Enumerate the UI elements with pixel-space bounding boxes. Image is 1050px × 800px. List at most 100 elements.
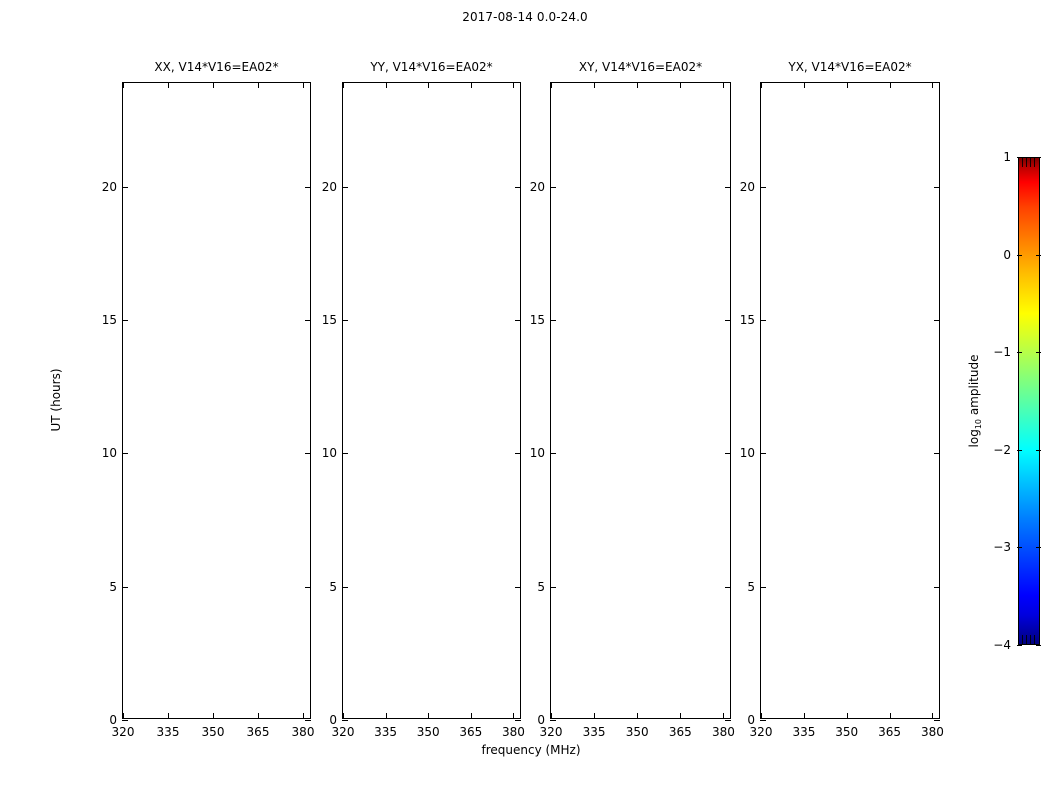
xticklabel-350: 350 — [416, 725, 440, 739]
xticklabel-365: 365 — [246, 725, 270, 739]
ytick-right-15 — [725, 320, 731, 322]
colorbar-tick--2 — [1017, 449, 1022, 451]
colorbar-ticklabel--4: −4 — [993, 638, 1011, 652]
ytick-15 — [760, 320, 766, 322]
yticklabel-0: 0 — [747, 713, 755, 727]
xtick-top-350 — [428, 82, 430, 88]
xtick-top-335 — [168, 82, 169, 88]
colorbar-tick--3 — [1017, 547, 1022, 549]
colorbar-ticklabel-1: 1 — [1003, 150, 1011, 164]
xtick-top-365 — [470, 82, 472, 88]
xtick-top-380 — [513, 82, 515, 88]
ytick-right-20 — [725, 186, 731, 188]
colorbar[interactable]: −4 −3 −2 −1 0 1 — [993, 150, 1041, 652]
ytick-0 — [550, 720, 556, 721]
colorbar-label-prefix: log — [966, 429, 981, 448]
xticklabel-380: 380 — [711, 725, 735, 739]
xtick-top-380 — [932, 82, 934, 88]
xtick-top-320 — [343, 82, 344, 88]
colorbar-tick--1 — [1017, 352, 1022, 354]
xtick-top-350 — [846, 82, 848, 88]
colorbar-ticklabel-0: 0 — [1003, 247, 1011, 262]
yticklabel-5: 5 — [109, 579, 117, 594]
yticklabel-10: 10 — [101, 446, 117, 461]
plot-panel-yy[interactable]: YY, V14*V16=EA02* 0 5 10 15 20 320 335 3… — [322, 60, 525, 739]
ytick-15 — [550, 320, 556, 322]
panel-title-xx: XX, V14*V16=EA02* — [154, 60, 279, 74]
plot-panel-xx[interactable]: XX, V14*V16=EA02* 0 5 10 15 20 320 335 3… — [102, 60, 315, 739]
panel-title-yy: YY, V14*V16=EA02* — [370, 60, 493, 74]
plot-panel-xy[interactable]: XY, V14*V16=EA02* 0 5 10 15 20 320 335 3… — [530, 60, 735, 739]
xtick-320 — [343, 713, 344, 719]
yticklabel-10: 10 — [529, 446, 545, 461]
yticklabel-10: 10 — [321, 446, 337, 461]
colorbar-ticklabel--1: −1 — [993, 345, 1011, 360]
colorbar-label-subscript: 10 — [974, 418, 984, 430]
yticklabel-0: 0 — [329, 713, 337, 727]
ytick-right-0 — [305, 720, 311, 721]
colorbar-tick-0 — [1017, 254, 1022, 256]
ytick-10 — [122, 453, 128, 455]
xtick-365 — [470, 713, 472, 719]
yticklabel-5: 5 — [747, 579, 755, 594]
xtick-380 — [513, 713, 515, 719]
xticklabel-320: 320 — [539, 725, 563, 739]
colorbar-minor-tick — [1034, 158, 1035, 167]
xtick-top-320 — [551, 82, 552, 88]
colorbar-axis-label: log10 amplitude — [967, 355, 983, 448]
ytick-20 — [550, 186, 556, 188]
xtick-365 — [680, 713, 682, 719]
ytick-20 — [122, 186, 128, 188]
yticklabel-10: 10 — [739, 446, 755, 461]
xtick-top-335 — [594, 82, 596, 88]
xticklabel-350: 350 — [835, 725, 859, 739]
xtick-top-380 — [303, 82, 304, 88]
xtick-320 — [761, 713, 762, 719]
colorbar-minor-tick — [1030, 635, 1031, 644]
xticklabel-320: 320 — [749, 725, 773, 739]
colorbar-tick-right--2 — [1036, 449, 1041, 451]
xtick-top-365 — [258, 82, 259, 88]
plot-panel-yx[interactable]: YX, V14*V16=EA02* 0 5 10 15 20 320 335 3… — [740, 60, 944, 739]
ytick-right-5 — [934, 586, 940, 588]
xtick-335 — [594, 713, 596, 719]
yticklabel-20: 20 — [739, 179, 755, 194]
colorbar-minor-tick — [1022, 635, 1023, 644]
yticklabel-15: 15 — [321, 313, 337, 328]
xtick-top-365 — [889, 82, 891, 88]
xtick-365 — [889, 713, 891, 719]
ytick-right-10 — [515, 453, 521, 455]
xticklabel-335: 335 — [374, 725, 398, 739]
ytick-5 — [342, 586, 348, 588]
colorbar-ticklabel--3: −3 — [993, 540, 1011, 555]
y-axis-label: UT (hours) — [49, 368, 63, 432]
colorbar-tick-1 — [1017, 157, 1022, 158]
xtick-top-380 — [723, 82, 725, 88]
xtick-365 — [258, 713, 259, 719]
colorbar-minor-tick — [1026, 635, 1027, 644]
figure-suptitle: 2017-08-14 0.0-24.0 — [462, 10, 588, 24]
colorbar-minor-tick — [1034, 635, 1035, 644]
xticklabel-335: 335 — [582, 725, 606, 739]
xtick-350 — [213, 713, 214, 719]
ytick-15 — [122, 320, 128, 322]
ytick-right-15 — [934, 320, 940, 322]
ytick-right-0 — [515, 720, 521, 721]
xtick-top-335 — [803, 82, 805, 88]
xtick-380 — [932, 713, 934, 719]
ytick-5 — [550, 586, 556, 588]
ytick-right-20 — [934, 186, 940, 188]
panel-title-xy: XY, V14*V16=EA02* — [578, 60, 703, 74]
yticklabel-0: 0 — [109, 713, 117, 727]
xtick-top-350 — [637, 82, 639, 88]
ytick-right-5 — [515, 586, 521, 588]
ytick-0 — [122, 720, 128, 721]
xticklabel-350: 350 — [201, 725, 225, 739]
xticklabel-320: 320 — [331, 725, 355, 739]
xticklabel-365: 365 — [878, 725, 902, 739]
ytick-5 — [122, 586, 128, 588]
colorbar-tick-right--4 — [1036, 645, 1041, 646]
xtick-335 — [168, 713, 169, 719]
xtick-top-335 — [385, 82, 387, 88]
ytick-20 — [760, 186, 766, 188]
